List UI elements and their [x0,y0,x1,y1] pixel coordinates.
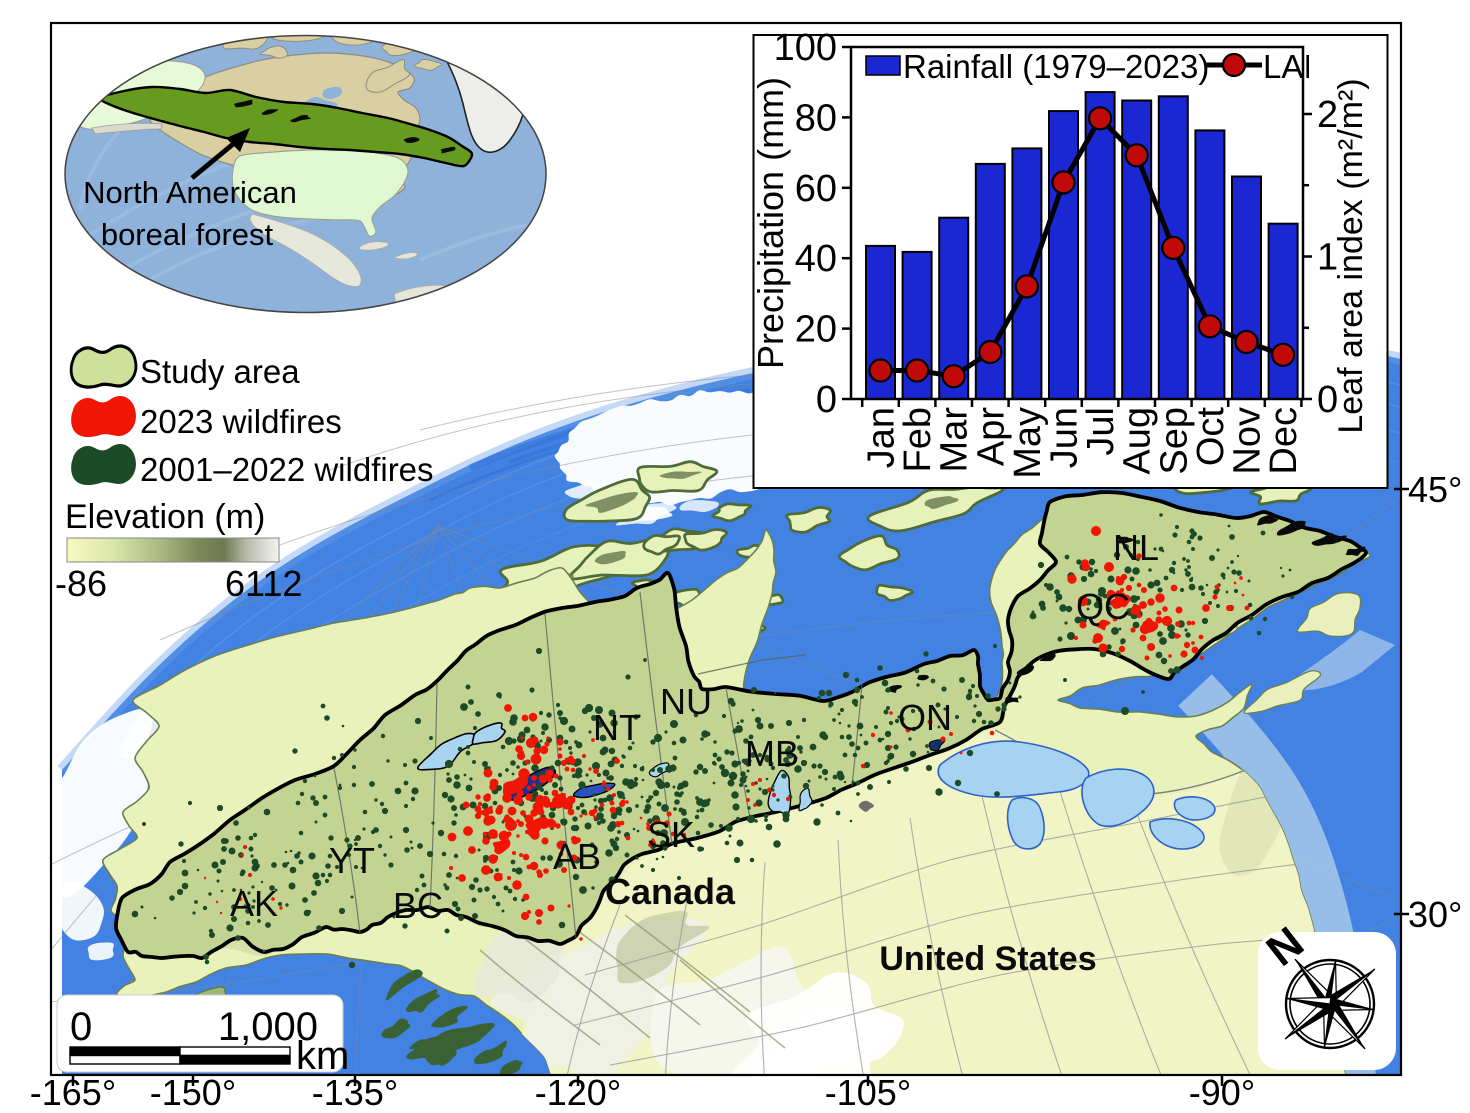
svg-text:-105°: -105° [825,1072,911,1113]
svg-text:United States: United States [879,940,1096,978]
svg-text:1: 1 [1317,237,1338,279]
svg-text:60: 60 [795,168,837,210]
svg-text:2001–2022 wildfires: 2001–2022 wildfires [140,451,434,488]
svg-text:km: km [296,1034,349,1078]
svg-text:Sep: Sep [1153,407,1195,475]
svg-text:40: 40 [795,238,837,280]
svg-text:Rainfall (1979–2023): Rainfall (1979–2023) [903,48,1209,85]
svg-text:2023 wildfires: 2023 wildfires [140,403,342,440]
svg-text:6112: 6112 [225,563,302,604]
svg-text:-150°: -150° [150,1072,236,1113]
svg-text:45°: 45° [1408,469,1462,510]
svg-text:0: 0 [70,1005,92,1049]
svg-text:2: 2 [1317,94,1338,136]
svg-text:QC: QC [1076,586,1130,627]
svg-text:1,000: 1,000 [218,1005,318,1049]
svg-text:Jan: Jan [861,407,903,468]
svg-text:Jul: Jul [1080,407,1122,456]
svg-text:0: 0 [1317,379,1338,421]
svg-text:Oct: Oct [1190,407,1232,467]
svg-text:-90°: -90° [1189,1072,1255,1113]
svg-text:NL: NL [1113,527,1159,568]
svg-text:100: 100 [774,27,837,69]
svg-text:30°: 30° [1408,894,1462,935]
svg-text:LAI: LAI [1263,48,1313,85]
svg-text:80: 80 [795,97,837,139]
svg-text:AB: AB [553,836,601,877]
svg-text:-165°: -165° [30,1072,116,1113]
svg-text:Feb: Feb [897,407,939,472]
svg-text:NU: NU [660,681,712,722]
svg-text:SK: SK [647,814,695,855]
svg-text:YT: YT [329,840,375,881]
svg-text:BC: BC [393,885,443,926]
svg-text:Nov: Nov [1227,407,1269,475]
svg-text:0: 0 [816,379,837,421]
svg-text:AK: AK [230,883,278,924]
svg-text:-135°: -135° [312,1072,398,1113]
svg-text:Canada: Canada [605,871,736,912]
svg-text:NT: NT [593,707,641,748]
svg-text:North American: North American [83,175,297,210]
svg-text:boreal forest: boreal forest [101,217,274,252]
svg-text:Mar: Mar [934,407,976,473]
svg-text:Jun: Jun [1044,407,1086,468]
svg-text:Precipitation (mm): Precipitation (mm) [750,77,791,369]
svg-text:20: 20 [795,309,837,351]
svg-text:Elevation (m): Elevation (m) [65,498,265,536]
svg-text:Dec: Dec [1263,407,1305,475]
svg-text:ON: ON [898,697,952,738]
svg-text:-86: -86 [55,563,107,604]
svg-text:-120°: -120° [535,1072,621,1113]
svg-text:May: May [1007,407,1049,479]
svg-text:MB: MB [745,733,799,774]
svg-text:Aug: Aug [1117,407,1159,475]
svg-text:Leaf area index (m²/m²): Leaf area index (m²/m²) [1332,78,1370,433]
svg-text:Study area: Study area [140,353,300,390]
svg-text:Apr: Apr [970,407,1012,466]
